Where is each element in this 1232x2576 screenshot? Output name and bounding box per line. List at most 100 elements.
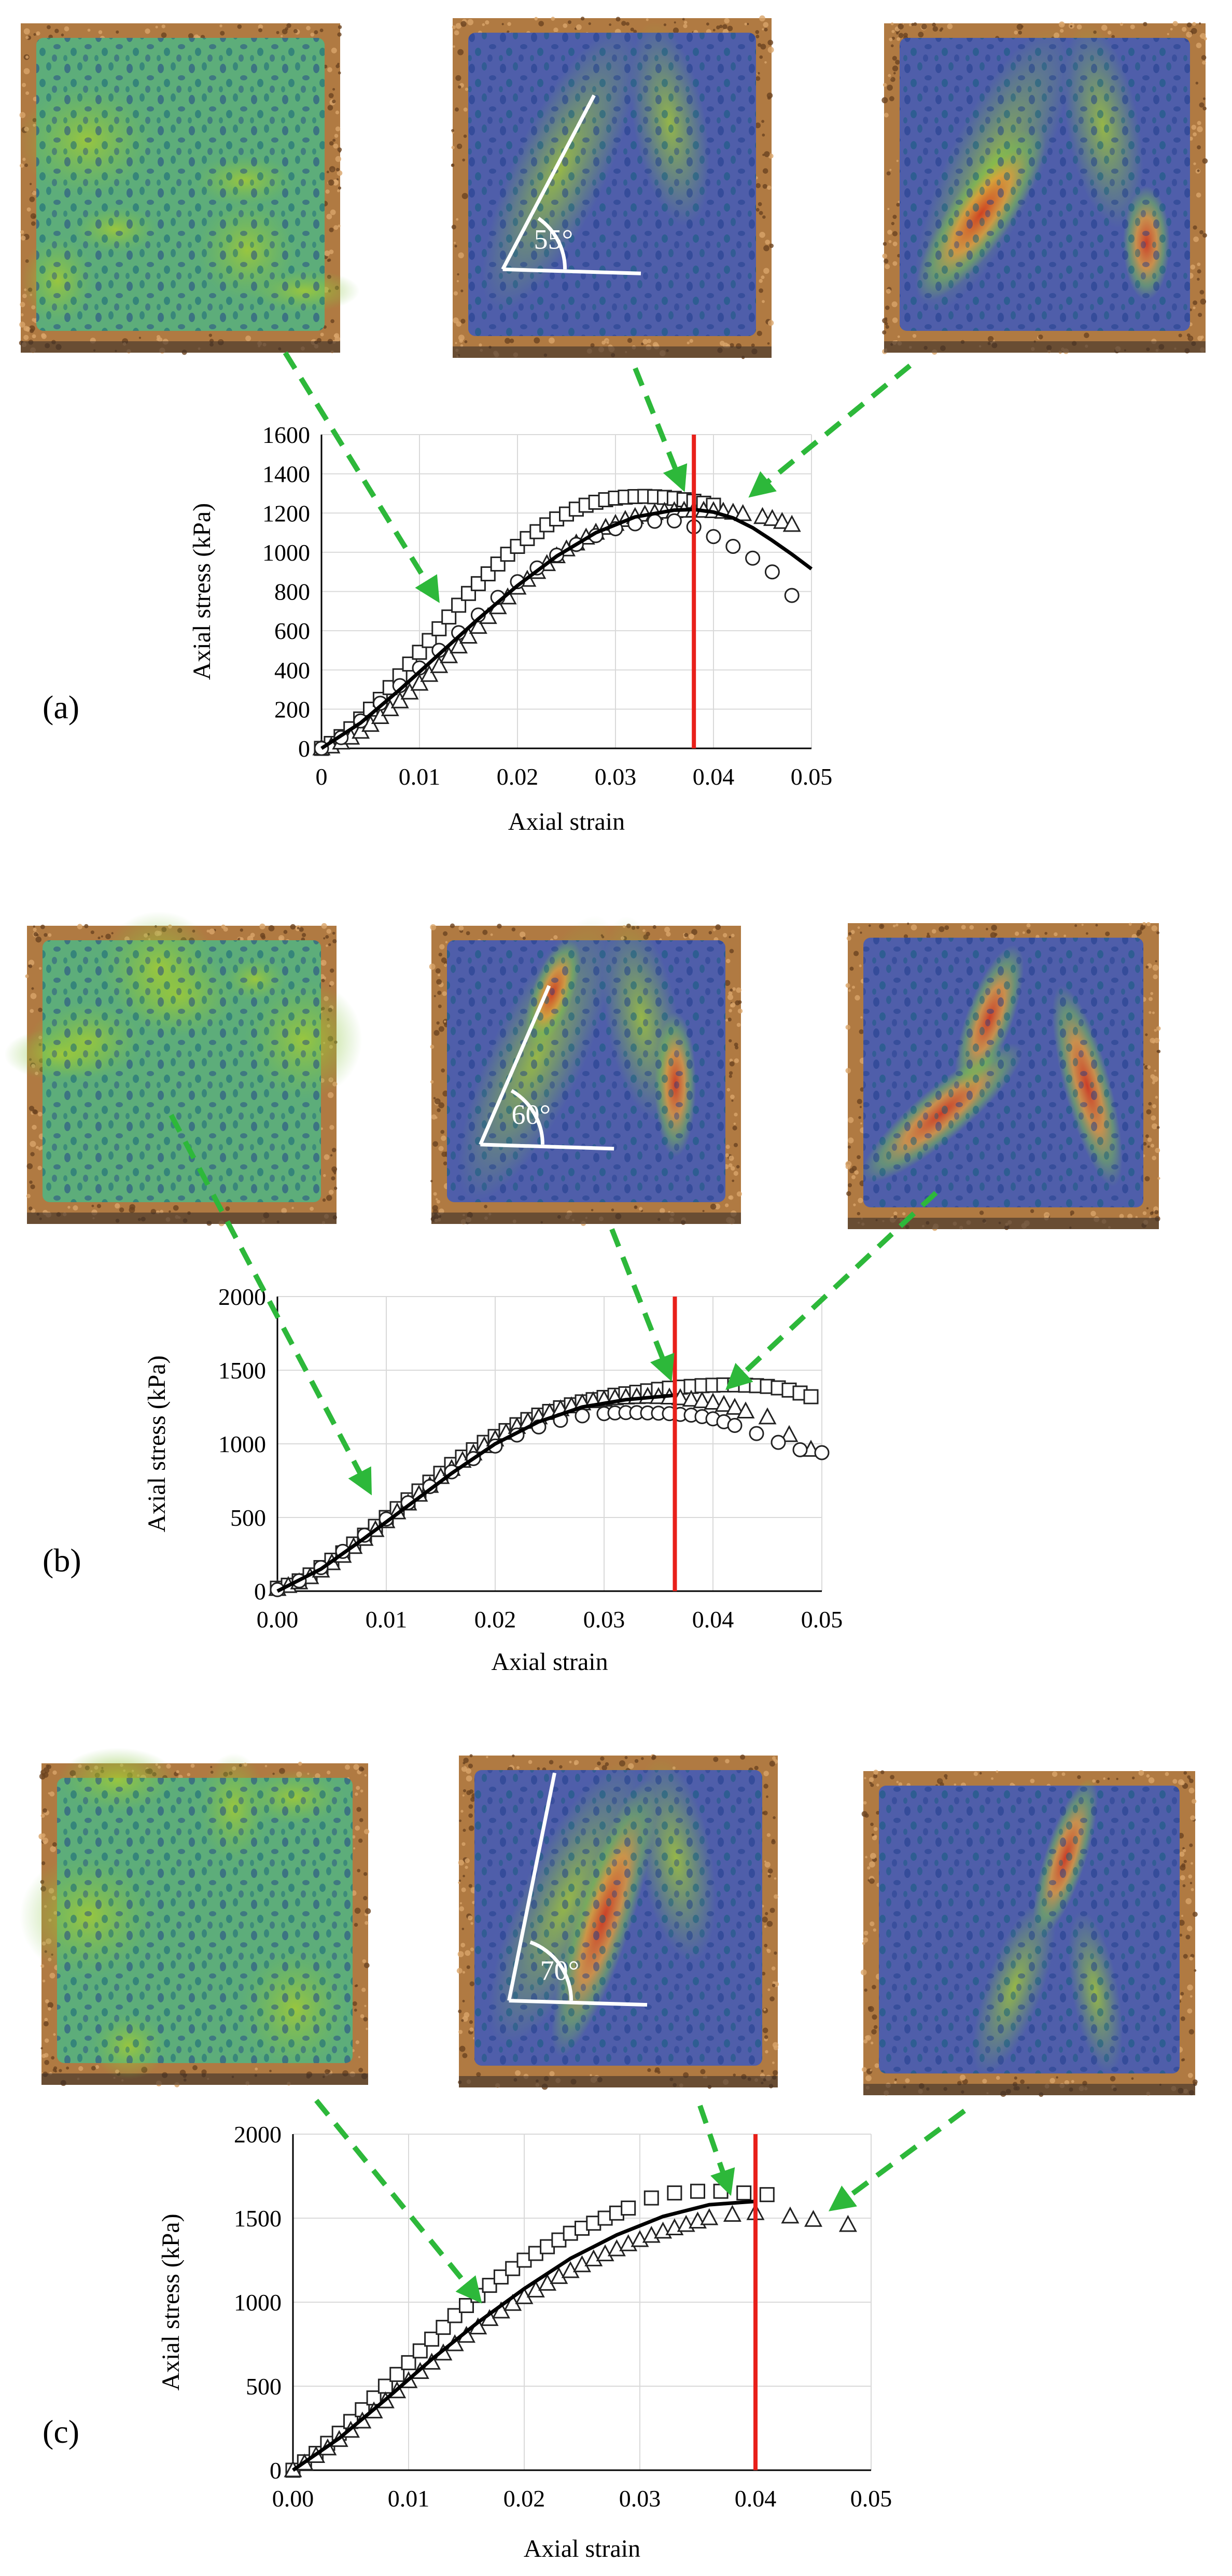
- x-tick-label: 0.00: [272, 2485, 314, 2512]
- y-tick-label: 800: [274, 579, 310, 605]
- y-tick-label: 500: [246, 2373, 282, 2400]
- y-tick-label: 1200: [262, 500, 310, 526]
- specimen-photo: [18, 23, 360, 355]
- chart-panel-a: 0 0.01 0.02 0.03 0.04 0.05 0 200 400 600 800 1000 12…: [43, 422, 832, 836]
- data-point-circle: [784, 588, 800, 603]
- panel-label: (a): [43, 689, 79, 726]
- data-point-triangle: [753, 507, 772, 524]
- pointer-arrow: [697, 2105, 735, 2196]
- data-point-triangle: [780, 1425, 799, 1442]
- pointer-arrow: [169, 1113, 372, 1496]
- y-tick-label: 400: [274, 657, 310, 684]
- pointer-arrow: [828, 2108, 966, 2211]
- angle-label: 60°: [511, 1099, 551, 1130]
- x-tick-label: 0.03: [619, 2485, 661, 2512]
- x-tick-label: 0.05: [801, 1606, 843, 1633]
- data-point-triangle: [782, 514, 801, 532]
- x-tick-label: 0.02: [503, 2485, 545, 2512]
- data-point-square: [736, 2185, 752, 2201]
- chart-panel-b: 0.00 0.01 0.02 0.03 0.04 0.05 0 500 1000 1500 2000…: [43, 1284, 843, 1676]
- data-point-square: [643, 2190, 659, 2206]
- y-tick-label: 0: [298, 735, 310, 762]
- pointer-arrow: [725, 1191, 938, 1390]
- specimen-photo: 70°: [456, 1754, 779, 2090]
- fit-curve: [292, 2199, 756, 2472]
- y-tick-label: 600: [274, 618, 310, 644]
- grid: [292, 2134, 872, 2471]
- data-point-square: [621, 2201, 636, 2216]
- specimen-photo: 60°: [429, 915, 743, 1227]
- y-tick-label: 1000: [262, 539, 310, 566]
- data-point-circle: [727, 1418, 743, 1433]
- data-point-circle: [575, 1408, 590, 1424]
- y-tick-label: 1500: [234, 2205, 282, 2232]
- x-tick-label: 0.04: [692, 1606, 734, 1633]
- data-point-triangle: [450, 636, 468, 653]
- y-axis-label: Axial stress (kPa): [188, 503, 216, 680]
- failure-angle-annotation: 55°: [501, 94, 641, 275]
- data-point-triangle: [410, 674, 429, 691]
- data-point-circle: [814, 1445, 830, 1460]
- pointer-arrow: [609, 1228, 675, 1382]
- data-point-square: [667, 2185, 682, 2201]
- data-point-triangle: [773, 512, 791, 529]
- x-tick-label: 0.03: [595, 763, 637, 790]
- data-point-triangle: [469, 617, 487, 634]
- pointer-arrow: [314, 2098, 482, 2304]
- data-point-triangle: [734, 504, 752, 521]
- fit-curve: [320, 507, 813, 750]
- x-tick-label: 0.01: [366, 1606, 408, 1633]
- series-circle: [314, 513, 800, 756]
- data-point-triangle: [804, 2210, 823, 2227]
- y-tick-label: 2000: [218, 1284, 266, 1310]
- angle-label: 70°: [540, 1955, 580, 1986]
- failure-angle-annotation: 70°: [507, 1772, 648, 2007]
- data-point-square: [759, 2187, 775, 2203]
- pointer-arrow: [633, 367, 688, 492]
- data-point-triangle: [781, 2206, 800, 2224]
- x-tick-label: 0.05: [850, 2485, 892, 2512]
- data-point-circle: [706, 529, 721, 545]
- chart-panel-c: 0.00 0.01 0.02 0.03 0.04 0.05 0 500 1000 1500 2000…: [43, 2121, 892, 2563]
- specimen-photo: [4, 911, 362, 1227]
- charts: 0 0.01 0.02 0.03 0.04 0.05 0 200 400 600 800 1000 12…: [43, 422, 892, 2563]
- data-point-triangle: [440, 646, 458, 663]
- data-point-square: [803, 1389, 819, 1404]
- x-tick-label: 0.04: [693, 763, 735, 790]
- y-axis-label: Axial stress (kPa): [143, 1355, 171, 1532]
- data-point-triangle: [736, 1401, 755, 1419]
- data-point-triangle: [607, 2239, 626, 2257]
- data-point-circle: [764, 564, 780, 580]
- x-tick-label: 0.00: [257, 1606, 299, 1633]
- x-tick-label: 0.05: [791, 763, 833, 790]
- y-tick-label: 200: [274, 696, 310, 722]
- data-point-circle: [792, 1442, 808, 1457]
- data-point-circle: [771, 1435, 786, 1450]
- y-tick-label: 1000: [234, 2289, 282, 2316]
- y-tick-label: 500: [230, 1505, 266, 1531]
- data-point-circle: [372, 695, 388, 711]
- data-point-triangle: [715, 1395, 733, 1412]
- x-tick-label: 0.03: [583, 1606, 625, 1633]
- data-point-triangle: [725, 1398, 744, 1415]
- series-circle: [270, 1405, 830, 1597]
- specimen-photo: [881, 21, 1208, 355]
- x-axis-label: Axial strain: [524, 2535, 640, 2563]
- y-tick-label: 1600: [262, 422, 310, 448]
- y-tick-label: 1400: [262, 461, 310, 488]
- data-point-triangle: [682, 1389, 701, 1407]
- data-point-triangle: [584, 2249, 603, 2266]
- y-tick-label: 2000: [234, 2121, 282, 2148]
- data-point-square: [690, 2183, 705, 2199]
- specimen-photo: [845, 922, 1161, 1231]
- data-point-triangle: [723, 2205, 741, 2222]
- data-point-circle: [749, 1426, 764, 1441]
- y-axis-label: Axial stress (kPa): [157, 2213, 185, 2390]
- x-tick-label: 0.02: [474, 1606, 516, 1633]
- data-point-circle: [745, 550, 761, 566]
- failure-angle-annotation: 60°: [479, 985, 614, 1151]
- y-tick-label: 1500: [218, 1357, 266, 1384]
- data-point-square: [412, 2343, 428, 2359]
- x-tick-label: 0.04: [735, 2485, 777, 2512]
